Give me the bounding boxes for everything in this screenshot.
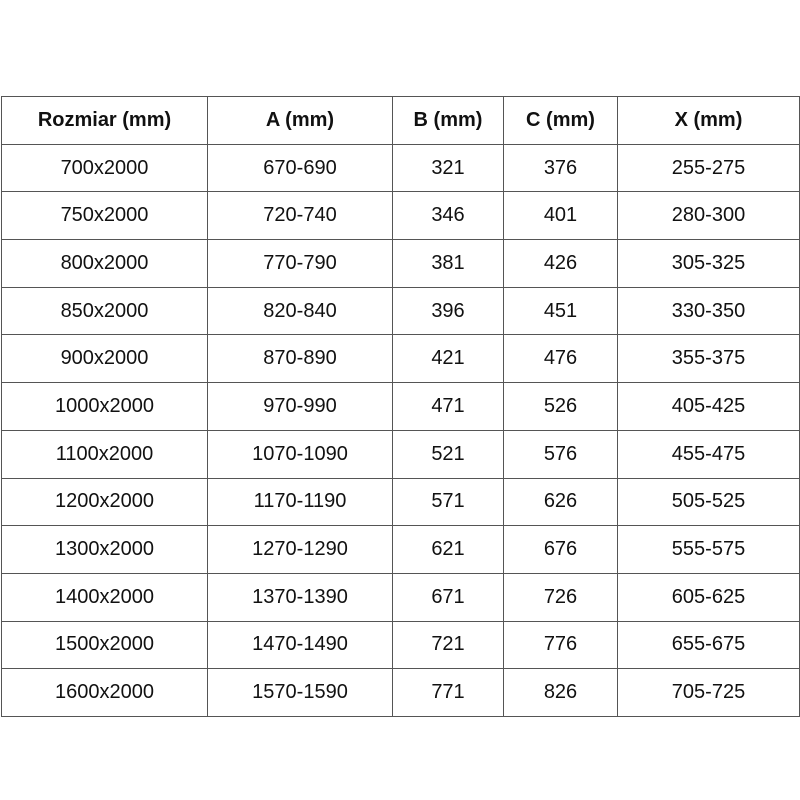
table-cell: 521 xyxy=(392,429,504,479)
table-cell: 626 xyxy=(503,477,618,527)
table-cell: 396 xyxy=(392,286,504,336)
table-cell: 526 xyxy=(503,382,618,431)
table-cell: 405-425 xyxy=(617,382,800,431)
table-row: 800x2000 770-790 381 426 305-325 xyxy=(1,239,800,288)
table-cell: 800x2000 xyxy=(1,239,208,288)
table-cell: 571 xyxy=(392,477,504,527)
table-cell: 1200x2000 xyxy=(1,477,208,527)
table-cell: 381 xyxy=(392,239,504,288)
table-row: 900x2000 870-890 421 476 355-375 xyxy=(1,334,800,384)
table-cell: 1100x2000 xyxy=(1,429,208,479)
column-header: A (mm) xyxy=(207,96,393,145)
table-cell: 476 xyxy=(503,334,618,384)
table-cell: 280-300 xyxy=(617,191,800,241)
table-cell: 401 xyxy=(503,191,618,241)
table-cell: 700x2000 xyxy=(1,143,208,193)
dimensions-table: Rozmiar (mm) A (mm) B (mm) C (mm) X (mm) 700… xyxy=(1,96,800,717)
table-cell: 421 xyxy=(392,334,504,384)
table-cell: 1570-1590 xyxy=(207,668,393,717)
table-cell: 255-275 xyxy=(617,143,800,193)
table-cell: 1070-1090 xyxy=(207,429,393,479)
table-row: 1200x2000 1170-1190 571 626 505-525 xyxy=(1,477,800,527)
table-row: 1400x2000 1370-1390 671 726 605-625 xyxy=(1,572,800,622)
table-cell: 1270-1290 xyxy=(207,525,393,574)
table-row: 1100x2000 1070-1090 521 576 455-475 xyxy=(1,429,800,479)
table-row: 1500x2000 1470-1490 721 776 655-675 xyxy=(1,620,800,670)
table-cell: 770-790 xyxy=(207,239,393,288)
column-header: C (mm) xyxy=(503,96,618,145)
table-cell: 426 xyxy=(503,239,618,288)
header-row: Rozmiar (mm) A (mm) B (mm) C (mm) X (mm) xyxy=(1,96,800,145)
table-cell: 376 xyxy=(503,143,618,193)
table-cell: 1500x2000 xyxy=(1,620,208,670)
table-cell: 670-690 xyxy=(207,143,393,193)
table-cell: 321 xyxy=(392,143,504,193)
table-cell: 705-725 xyxy=(617,668,800,717)
table-row: 850x2000 820-840 396 451 330-350 xyxy=(1,286,800,336)
table-cell: 621 xyxy=(392,525,504,574)
table-cell: 655-675 xyxy=(617,620,800,670)
table-cell: 1400x2000 xyxy=(1,572,208,622)
table-cell: 305-325 xyxy=(617,239,800,288)
table-cell: 671 xyxy=(392,572,504,622)
table-cell: 355-375 xyxy=(617,334,800,384)
table-cell: 455-475 xyxy=(617,429,800,479)
table-cell: 471 xyxy=(392,382,504,431)
table-cell: 1170-1190 xyxy=(207,477,393,527)
table-cell: 1000x2000 xyxy=(1,382,208,431)
table-row: 750x2000 720-740 346 401 280-300 xyxy=(1,191,800,241)
table-cell: 346 xyxy=(392,191,504,241)
table-cell: 721 xyxy=(392,620,504,670)
table-cell: 505-525 xyxy=(617,477,800,527)
table-cell: 776 xyxy=(503,620,618,670)
column-header: X (mm) xyxy=(617,96,800,145)
table-cell: 726 xyxy=(503,572,618,622)
table-row: 1300x2000 1270-1290 621 676 555-575 xyxy=(1,525,800,574)
table-cell: 451 xyxy=(503,286,618,336)
column-header: B (mm) xyxy=(392,96,504,145)
table-cell: 850x2000 xyxy=(1,286,208,336)
table-cell: 820-840 xyxy=(207,286,393,336)
table-cell: 771 xyxy=(392,668,504,717)
table-row: 1600x2000 1570-1590 771 826 705-725 xyxy=(1,668,800,717)
table-cell: 1470-1490 xyxy=(207,620,393,670)
table-row: 1000x2000 970-990 471 526 405-425 xyxy=(1,382,800,431)
table-cell: 1300x2000 xyxy=(1,525,208,574)
table-cell: 555-575 xyxy=(617,525,800,574)
table-cell: 870-890 xyxy=(207,334,393,384)
table-cell: 1370-1390 xyxy=(207,572,393,622)
table-cell: 676 xyxy=(503,525,618,574)
column-header: Rozmiar (mm) xyxy=(1,96,208,145)
table-cell: 970-990 xyxy=(207,382,393,431)
table-cell: 720-740 xyxy=(207,191,393,241)
table-cell: 826 xyxy=(503,668,618,717)
table-cell: 576 xyxy=(503,429,618,479)
table-row: 700x2000 670-690 321 376 255-275 xyxy=(1,143,800,193)
table-cell: 605-625 xyxy=(617,572,800,622)
table-cell: 750x2000 xyxy=(1,191,208,241)
table-cell: 900x2000 xyxy=(1,334,208,384)
table-cell: 1600x2000 xyxy=(1,668,208,717)
table-cell: 330-350 xyxy=(617,286,800,336)
